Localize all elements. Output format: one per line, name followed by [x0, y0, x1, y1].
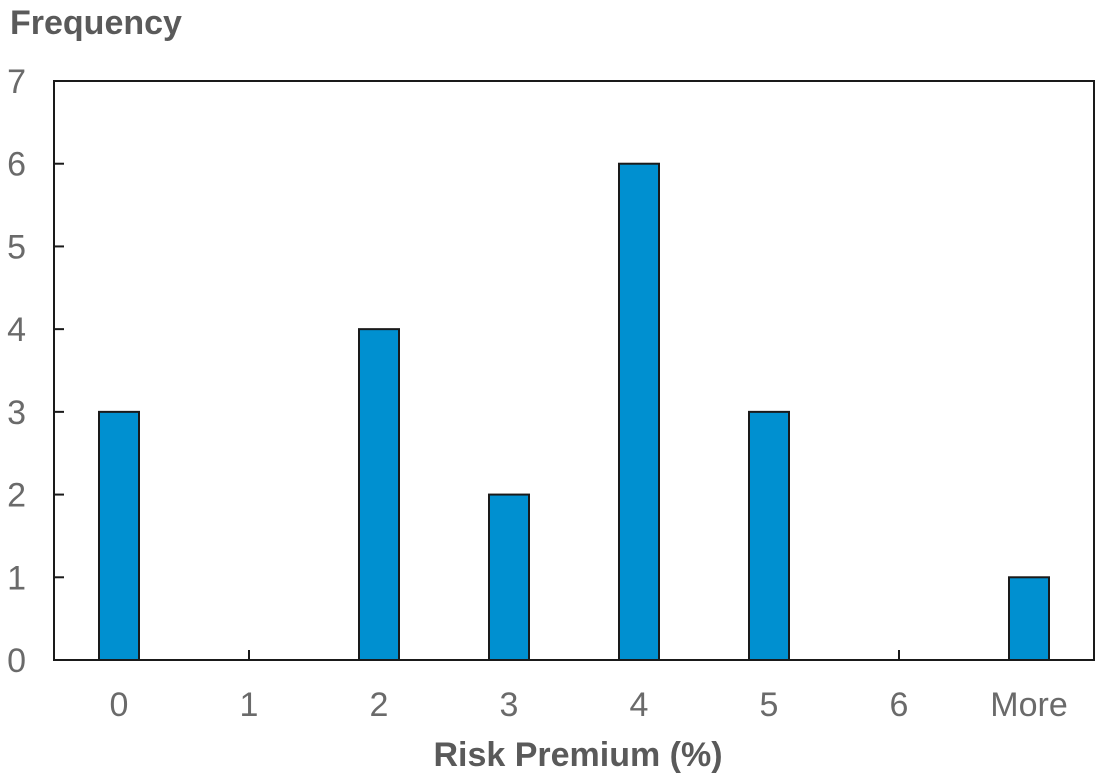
- y-tick-label: 0: [7, 642, 26, 680]
- y-axis-label: Frequency: [10, 4, 182, 42]
- x-axis-label: Risk Premium (%): [433, 736, 722, 774]
- x-tick-label: 4: [630, 686, 649, 724]
- x-tick-label: More: [990, 686, 1067, 724]
- bar-0: [98, 410, 140, 661]
- plot-frame: [53, 80, 1095, 661]
- x-axis-ticks: 0 1 2 3 4 5 6 More: [110, 650, 1068, 724]
- y-tick-label: 3: [7, 394, 26, 432]
- bar-5: [748, 410, 790, 661]
- x-tick-label: 1: [240, 686, 259, 724]
- y-axis-ticks: 0 1 2 3 4 5 6 7: [7, 63, 64, 680]
- x-tick-label: 2: [370, 686, 389, 724]
- y-tick-label: 6: [7, 146, 26, 184]
- x-tick-label: 6: [890, 686, 909, 724]
- y-tick-label: 7: [7, 63, 26, 101]
- x-tick-label: 0: [110, 686, 129, 724]
- bar-4: [618, 162, 660, 661]
- y-tick-label: 5: [7, 228, 26, 266]
- bar-2: [358, 328, 400, 661]
- y-tick-label: 2: [7, 477, 26, 515]
- bars: [98, 162, 1050, 662]
- x-tick-label: 3: [500, 686, 519, 724]
- y-tick-label: 4: [7, 311, 26, 349]
- x-tick-label: 5: [760, 686, 779, 724]
- y-tick-label: 1: [7, 559, 26, 597]
- bar-3: [488, 493, 530, 662]
- bar-more: [1008, 576, 1050, 661]
